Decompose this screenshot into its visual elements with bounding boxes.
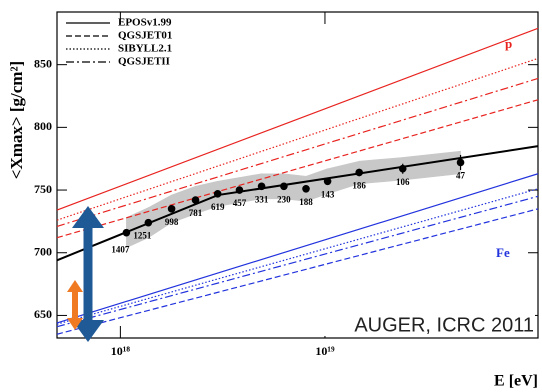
- data-point: [280, 182, 288, 191]
- annotation-box: [280, 314, 535, 336]
- x-axis-label: E [eV]: [494, 373, 538, 390]
- proton-model-line: [56, 99, 539, 239]
- annotation: AUGER, ICRC 2011: [354, 314, 534, 336]
- event-count: 47: [456, 171, 466, 181]
- event-count: 230: [277, 194, 291, 204]
- y-tick-label: 700: [34, 244, 52, 258]
- y-tick-label: 750: [34, 182, 52, 196]
- event-count: 1407: [111, 245, 130, 255]
- event-count: 188: [299, 197, 313, 207]
- event-count: 143: [321, 189, 335, 199]
- arrow-head: [67, 280, 83, 292]
- data-point: [144, 218, 153, 227]
- y-tick-label: 850: [34, 56, 52, 70]
- legend-label: SIBYLL2.1: [118, 43, 172, 55]
- arrow-head: [72, 206, 104, 228]
- proton-model-line: [56, 27, 539, 211]
- data-point: [213, 190, 222, 198]
- iron-model-line: [56, 195, 539, 328]
- x-tick-label: 10¹⁹: [315, 344, 335, 358]
- arrow-head: [67, 318, 83, 330]
- legend-label: EPOSv1.99: [118, 17, 172, 29]
- plot-layer: 650 700 750 800 850 10¹⁸ 10¹⁹ EPOSv1.99QGSJET01…: [34, 12, 539, 358]
- iron-model-line: [56, 208, 539, 335]
- legend-label: QGSJET01: [118, 30, 172, 42]
- event-count: 457: [233, 198, 247, 208]
- legend-label: QGSJETII: [118, 56, 170, 68]
- iron-label: Fe: [496, 245, 510, 260]
- iron-model-line: [56, 188, 539, 325]
- data-point: [122, 228, 131, 237]
- event-count: 619: [211, 202, 225, 212]
- y-tick-label: 800: [34, 119, 52, 133]
- y-tick-label: 650: [34, 307, 52, 321]
- iron-model-line: [56, 173, 539, 324]
- data-point: [456, 158, 465, 167]
- x-tick-label: 10¹⁸: [111, 344, 131, 358]
- proton-model-line: [56, 57, 539, 221]
- data-point: [398, 164, 407, 173]
- data-point: [257, 182, 266, 191]
- event-count: 1251: [133, 231, 152, 241]
- event-count: 331: [255, 194, 269, 204]
- data-point: [191, 196, 200, 204]
- event-count: 106: [396, 177, 410, 187]
- data-point: [323, 177, 332, 186]
- data-point: [302, 184, 310, 193]
- arrow-head: [72, 320, 104, 342]
- event-count: 998: [165, 217, 179, 227]
- proton-model-line: [56, 77, 539, 227]
- proton-label: p: [505, 36, 512, 51]
- event-count: 186: [352, 181, 366, 191]
- data-point: [235, 186, 244, 194]
- data-point: [167, 205, 176, 213]
- event-count: 781: [189, 208, 203, 218]
- y-axis-label: <Xmax> [g/cm²]: [7, 61, 26, 179]
- data-point: [355, 168, 363, 177]
